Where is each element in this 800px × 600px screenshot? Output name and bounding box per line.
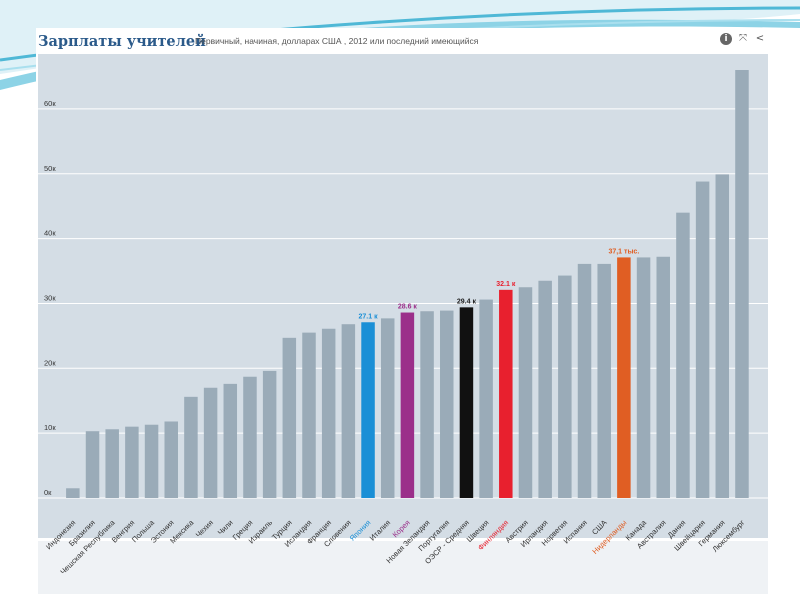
bar [66,488,80,498]
chart-subtitle: Первичный, начиная, долларах США , 2012 … [195,36,479,46]
bar [380,318,395,498]
bar [440,310,454,498]
bar [656,256,670,498]
data-label: 27.1 к [359,313,379,320]
bar [125,426,139,498]
expand-icon[interactable]: ⤧ [739,33,747,44]
y-tick-label: 0к [44,488,52,497]
y-tick-label: 60к [44,99,56,108]
bar [321,328,336,498]
bar [282,337,297,498]
share-icon[interactable]: < [755,33,765,44]
bar [262,370,277,498]
bar [577,263,592,498]
y-tick-label: 50к [44,164,56,173]
bar [538,280,552,498]
chart-header: Зарплаты учителей Первичный, начиная, до… [36,28,770,54]
bar [695,181,710,498]
x-tick-label: Япония [348,518,373,543]
bar [361,322,375,498]
bar [617,257,631,498]
x-tick-label: Италия [368,518,392,542]
bar [558,275,572,498]
bar [243,376,257,498]
bar [499,289,513,498]
bar [223,383,238,498]
bar-chart: 0к10к20к30к40к50к60кИндонезияБразилияЧеш… [38,70,768,576]
y-tick-label: 40к [44,229,56,238]
data-label: 28.6 к [398,304,418,311]
bar [597,263,611,498]
y-tick-label: 30к [44,293,56,302]
chart-card: Зарплаты учителей Первичный, начиная, до… [36,28,770,594]
chart-title: Зарплаты учителей [38,33,206,50]
bar [341,324,356,498]
bar [676,212,690,498]
data-label: 37,1 тыс. [608,248,639,255]
bar [164,421,178,498]
y-tick-label: 10к [44,423,56,432]
info-icon[interactable]: i [720,33,732,45]
bar [85,431,100,498]
data-label: 29.4 к [457,298,477,305]
bar [144,424,159,498]
x-axis-band [38,541,768,594]
bar [203,387,218,498]
bar [479,299,493,498]
bar [735,70,749,498]
y-tick-label: 20к [44,358,56,367]
bar [400,312,415,498]
bar [715,174,730,498]
x-tick-label: Чехия [194,518,215,539]
chart-toolbar: i ⤧ < [720,33,766,45]
bar [636,257,651,498]
bar [105,429,119,498]
bar [518,287,533,498]
data-label: 32.1 к [496,281,516,288]
bar [184,396,198,498]
bar [459,307,474,498]
bar [302,332,316,498]
bar [420,311,434,498]
